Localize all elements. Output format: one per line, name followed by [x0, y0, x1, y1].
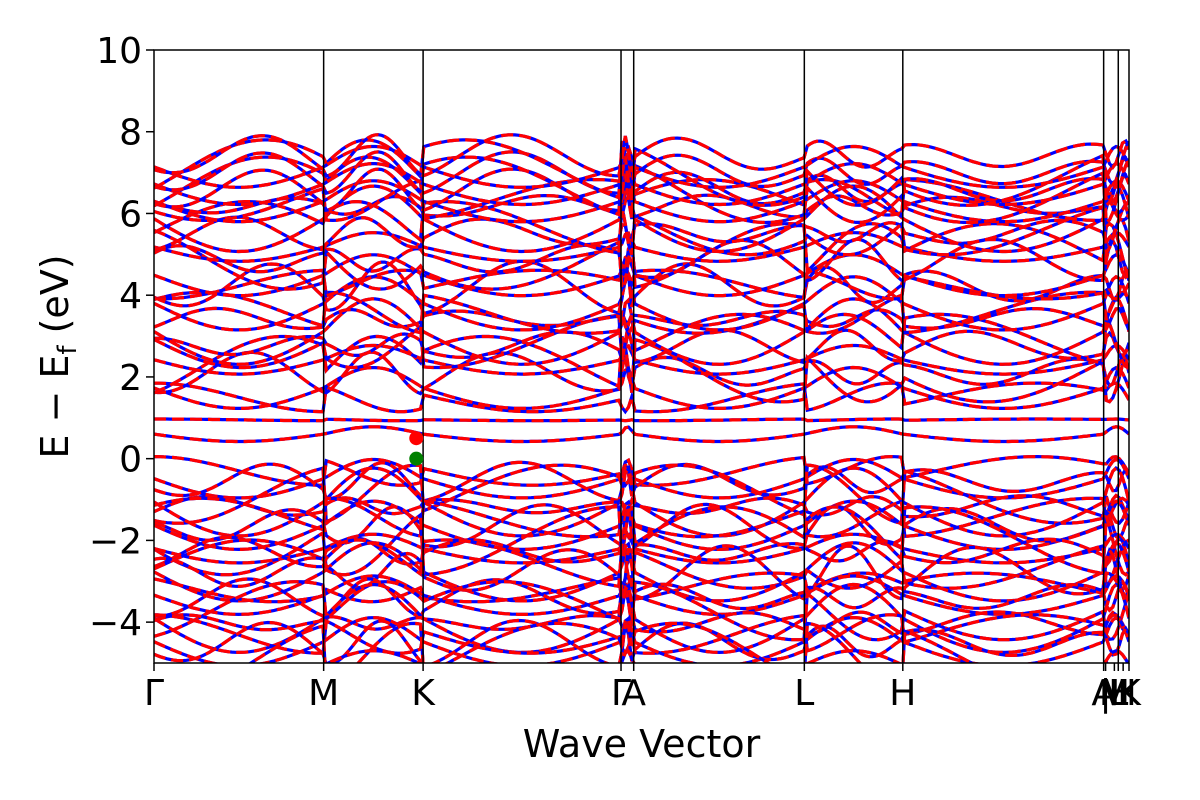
band-line-red — [154, 231, 1129, 263]
band-line-red — [154, 425, 1129, 444]
band-line-red — [154, 334, 1129, 404]
y-axis-title-main: E − E — [33, 355, 77, 459]
x-tick-label: | — [1100, 673, 1112, 714]
band-line-red — [154, 381, 1129, 415]
band-edge-marker — [409, 451, 424, 466]
x-tick-label: Γ — [611, 673, 631, 714]
band-line-red — [154, 538, 1129, 592]
x-tick-label: L — [794, 673, 814, 714]
y-axis-title-unit: (eV) — [33, 254, 77, 345]
band-line-red — [154, 460, 1129, 503]
band-line-red — [154, 176, 1129, 223]
y-tick-label: 2 — [119, 358, 142, 399]
band-line-red — [154, 161, 1129, 207]
band-line-red — [154, 504, 1129, 577]
x-tick-label: M — [308, 673, 339, 714]
band-line-red — [154, 618, 1129, 663]
x-axis: Γ M K ΓA L H ALM|HK — [144, 663, 1142, 714]
band-line-red — [154, 577, 1129, 619]
x-tick-label: L — [1108, 673, 1128, 714]
band-lines — [154, 133, 1129, 663]
y-axis-title: E − Ef (eV) — [33, 254, 83, 458]
y-axis: −4 −2 0 2 4 6 8 10 — [89, 31, 154, 644]
band-line-red — [154, 144, 1129, 189]
band-edge-marker — [409, 431, 424, 446]
band-line-red — [154, 580, 1129, 642]
y-tick-label: −2 — [89, 521, 142, 562]
band-line-red — [154, 221, 1129, 295]
band-line-red — [154, 417, 1129, 423]
band-line-red — [154, 311, 1129, 370]
band-line-red — [154, 463, 1129, 525]
band-line-red — [154, 582, 1129, 655]
band-line-red — [154, 191, 1129, 219]
band-line-red — [154, 179, 1129, 224]
band-line-red — [154, 493, 1129, 520]
band-line-red — [154, 253, 1129, 298]
x-tick-label: K — [411, 673, 436, 714]
band-line-red — [154, 259, 1129, 316]
band-line-red — [154, 237, 1129, 283]
band-line-red — [154, 290, 1129, 337]
x-axis-title: Wave Vector — [523, 722, 761, 766]
band-line-red — [154, 535, 1129, 569]
y-tick-label: 4 — [119, 276, 142, 317]
band-line-red — [154, 350, 1129, 396]
band-line-blue — [154, 457, 1129, 500]
band-line-red — [154, 499, 1129, 551]
band-line-red — [154, 274, 1129, 332]
x-tick-label: H — [1110, 673, 1137, 714]
band-line-red — [154, 296, 1129, 366]
band-line-red — [154, 133, 1129, 179]
band-line-red — [154, 613, 1129, 657]
kpoint-lines — [322, 50, 1120, 663]
band-line-red — [154, 306, 1129, 332]
band-line-red — [154, 365, 1129, 410]
band-line-red — [154, 199, 1129, 259]
band-line-blue — [154, 231, 1129, 263]
band-edge-markers — [409, 431, 424, 466]
band-line-red — [154, 184, 1129, 254]
y-tick-label: 0 — [119, 440, 142, 481]
plot-frame — [153, 49, 1130, 664]
y-axis-title-sub: f — [53, 345, 83, 355]
y-tick-label: −4 — [89, 603, 142, 644]
y-tick-label: 8 — [119, 113, 142, 154]
band-line-red — [154, 457, 1129, 500]
x-tick-label: Γ — [144, 673, 164, 714]
band-line-red — [247, 621, 1109, 663]
band-line-red — [154, 267, 1129, 301]
band-line-red — [154, 574, 1129, 617]
y-tick-label: 10 — [96, 31, 142, 72]
x-tick-label: H — [889, 673, 916, 714]
band-line-red — [154, 502, 1129, 551]
x-tick-label: A — [1091, 673, 1116, 714]
y-tick-label: 6 — [119, 194, 142, 235]
x-tick-label: A — [621, 673, 646, 714]
band-line-red — [154, 540, 1129, 603]
x-tick-label: K — [1117, 673, 1142, 714]
x-tick-label: M — [1099, 673, 1130, 714]
